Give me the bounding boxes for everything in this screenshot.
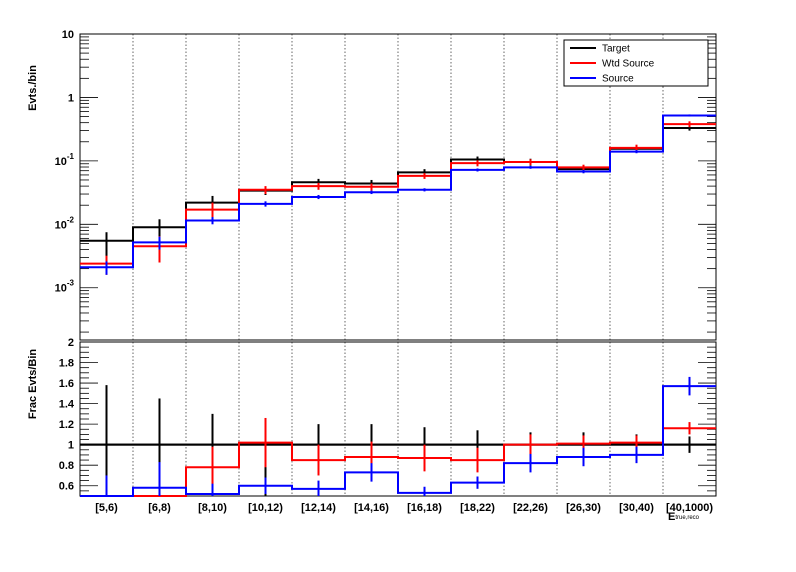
- x-tick-label: [30,40): [619, 502, 654, 514]
- top-y-tick-label: 10-3: [55, 279, 75, 295]
- top-y-tick-label-base: 10: [55, 283, 67, 295]
- x-tick-label: [12,14): [301, 502, 336, 514]
- top-y-axis-label: Evts./bin: [27, 65, 39, 111]
- x-tick-label: [10,12): [248, 502, 283, 514]
- bottom-y-tick-label: 1: [68, 440, 74, 452]
- axis-labels: Evts./bin Frac Evts/Bin Etrue,reco: [27, 65, 700, 523]
- x-tick-label: [16,18): [407, 502, 442, 514]
- top-y-tick-label-exponent: -1: [67, 152, 75, 161]
- bottom-y-tick-label: 0.6: [59, 481, 74, 493]
- x-axis-label-sub: true,reco: [675, 515, 699, 521]
- x-tick-label: [18,22): [460, 502, 495, 514]
- top-y-tick-label: 1: [68, 92, 74, 104]
- x-tick-label: [26,30): [566, 502, 601, 514]
- top-y-tick-label: 10-2: [55, 215, 75, 231]
- x-tick-label: [40,1000): [666, 502, 713, 514]
- top-y-tick-label-base: 1: [68, 92, 74, 104]
- legend-label-target: Target: [602, 44, 630, 55]
- bottom-y-tick-label: 1.6: [59, 378, 74, 390]
- bottom-wtd-source-line: [80, 427, 716, 497]
- top-y-tick-label: 10: [62, 29, 74, 41]
- legend: Target Wtd Source Source: [563, 39, 709, 87]
- x-axis-label: Etrue,reco: [668, 511, 700, 523]
- bottom-source-line: [80, 385, 716, 497]
- top-y-tick-label-exponent: -2: [67, 215, 75, 224]
- bottom-y-tick-label: 1.4: [59, 399, 75, 411]
- legend-label-source: Source: [602, 74, 634, 85]
- x-tick-label: [5,6): [95, 502, 118, 514]
- bottom-y-axis-label: Frac Evts/Bin: [27, 349, 39, 420]
- x-tick-label: [14,16): [354, 502, 389, 514]
- x-tick-label: [22,26): [513, 502, 548, 514]
- top-y-tick-label-exponent: -3: [67, 279, 75, 288]
- top-y-tick-label: 10-1: [55, 152, 75, 168]
- x-axis-label-main: E: [668, 511, 675, 523]
- bottom-y-tick-label: 1.8: [59, 358, 74, 370]
- top-y-tick-label-base: 10: [55, 156, 67, 168]
- legend-label-wtd-source: Wtd Source: [602, 59, 655, 70]
- x-tick-label: [8,10): [198, 502, 227, 514]
- bottom-y-tick-label: 0.8: [59, 460, 74, 472]
- bottom-y-tick-label: 2: [68, 337, 74, 349]
- bottom-panel: 0.6 0.8 1 1.2 1.4 1.6 1.8 2 [5,6) [6,8) [8,10) [10,…: [59, 337, 717, 514]
- top-y-tick-label-base: 10: [55, 219, 67, 231]
- top-y-tick-label-base: 10: [62, 29, 74, 41]
- top-source-line: [80, 114, 716, 269]
- bottom-y-tick-label: 1.2: [59, 419, 74, 431]
- x-tick-label: [6,8): [148, 502, 171, 514]
